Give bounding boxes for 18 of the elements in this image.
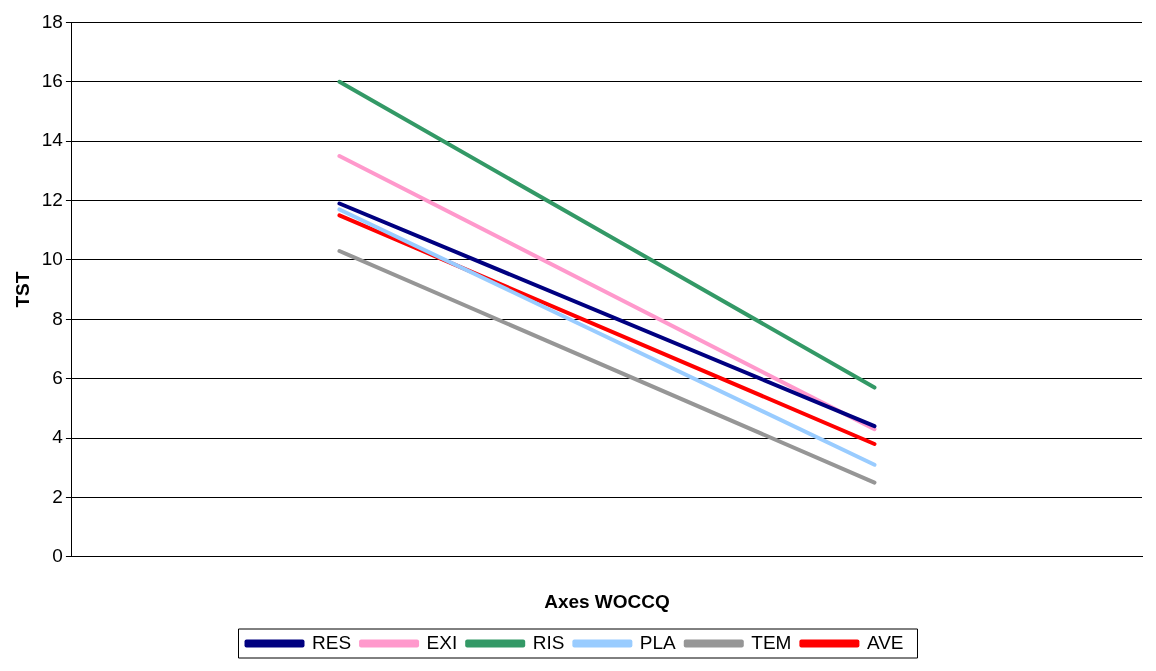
x-axis-title: Axes WOCCQ xyxy=(544,590,670,612)
y-axis-title: TST xyxy=(11,271,33,308)
y-tick-label: 14 xyxy=(41,129,64,151)
y-tick-label: 6 xyxy=(52,366,63,388)
y-tick-label: 16 xyxy=(41,70,63,92)
y-tick-label: 0 xyxy=(52,545,63,567)
legend-label: EXI xyxy=(426,631,458,653)
y-tick-label: 10 xyxy=(41,248,63,270)
y-tick-label: 2 xyxy=(52,485,63,507)
y-tick-label: 4 xyxy=(52,426,64,448)
legend-label: AVE xyxy=(866,631,904,653)
legend-label: PLA xyxy=(639,631,677,653)
y-tick-label: 18 xyxy=(41,10,63,32)
legend-label: RIS xyxy=(532,631,565,653)
legend-label: TEM xyxy=(751,631,792,653)
legend-label: RES xyxy=(312,631,352,653)
y-tick-label: 8 xyxy=(52,307,63,329)
y-tick-label: 12 xyxy=(41,188,63,210)
